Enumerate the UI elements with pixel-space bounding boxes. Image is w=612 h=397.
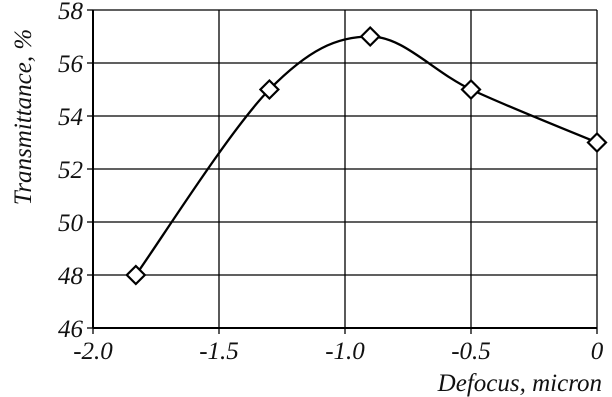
axes bbox=[87, 9, 598, 334]
y-tick-label: 56 bbox=[58, 51, 84, 78]
data-point-marker bbox=[460, 78, 482, 101]
y-tick-label: 50 bbox=[58, 210, 84, 237]
tick-labels: 46 48 50 52 54 56 58 -2.0 -1.5 -1.0 -0.5 0 bbox=[58, 0, 604, 365]
y-tick-label: 52 bbox=[58, 157, 83, 184]
x-tick-label: -1.5 bbox=[199, 338, 239, 365]
x-tick-label: -0.5 bbox=[451, 338, 491, 365]
y-axis-label: Transmittance, % bbox=[10, 29, 37, 205]
y-tick-label: 46 bbox=[58, 316, 84, 343]
axis-labels: Defocus, micron Transmittance, % bbox=[10, 29, 602, 397]
x-axis-label: Defocus, micron bbox=[437, 370, 602, 397]
data-point-marker bbox=[125, 264, 147, 286]
grid bbox=[92, 9, 598, 329]
data-point-marker bbox=[586, 131, 608, 154]
series-line bbox=[134, 35, 598, 276]
y-tick-label: 58 bbox=[58, 0, 84, 25]
x-tick-label: 0 bbox=[591, 338, 604, 365]
series bbox=[125, 25, 608, 286]
y-tick-label: 48 bbox=[58, 263, 84, 290]
y-tick-label: 54 bbox=[58, 104, 83, 131]
data-point-marker bbox=[359, 25, 381, 48]
data-point-marker bbox=[258, 78, 280, 101]
x-tick-label: -1.0 bbox=[325, 338, 365, 365]
x-tick-label: -2.0 bbox=[73, 338, 113, 365]
